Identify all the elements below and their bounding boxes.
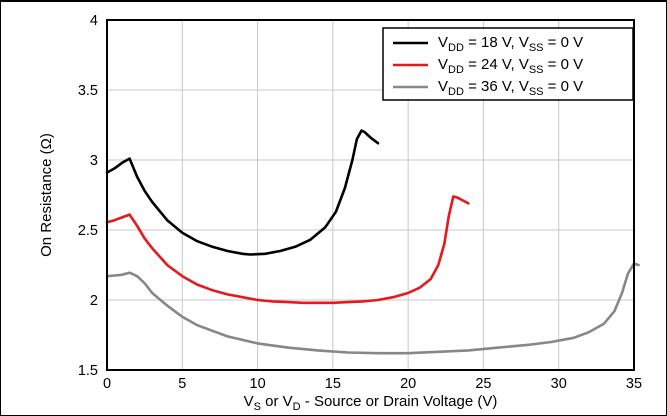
subscript: DD <box>448 64 464 76</box>
text-run: or V <box>261 393 293 410</box>
x-tick-label: 35 <box>626 376 642 392</box>
x-tick-label: 0 <box>103 376 111 392</box>
y-tick-label: 3 <box>90 153 98 169</box>
x-tick-label: 15 <box>325 376 341 392</box>
subscript: D <box>293 401 301 413</box>
x-tick-label: 10 <box>250 376 266 392</box>
x-tick-label: 30 <box>551 376 567 392</box>
y-tick-label: 2.5 <box>78 223 98 239</box>
series-line-3 <box>105 262 640 355</box>
x-tick-labels: 0 5 10 15 20 25 30 35 <box>103 376 642 392</box>
text-run: V <box>438 34 448 51</box>
legend-label-2: VDD = 24 V, VSS = 0 V <box>438 56 583 76</box>
legend-label-3: VDD = 36 V, VSS = 0 V <box>438 78 583 98</box>
subscript: SS <box>529 86 544 98</box>
series-line-2 <box>105 195 470 305</box>
y-tick-label: 1.5 <box>78 363 98 379</box>
series-line-1 <box>105 129 380 256</box>
text-run: = 36 V, V <box>464 78 529 95</box>
y-tick-label: 2 <box>90 293 98 309</box>
series-lines <box>105 129 640 355</box>
x-tick-label: 5 <box>178 376 186 392</box>
legend-label-1: VDD = 18 V, VSS = 0 V <box>438 34 583 54</box>
y-tick-label: 4 <box>90 13 98 29</box>
text-run: = 0 V <box>544 34 584 51</box>
x-tick-label: 25 <box>475 376 491 392</box>
plot-border <box>106 19 635 371</box>
text-run: = 24 V, V <box>464 56 529 73</box>
y-tick-label: 3.5 <box>78 83 98 99</box>
x-axis-label: VS or VD - Source or Drain Voltage (V) <box>244 393 498 413</box>
subscript: DD <box>448 86 464 98</box>
y-tick-labels: 1.5 2 2.5 3 3.5 4 <box>78 13 98 379</box>
text-run: V <box>244 393 254 410</box>
subscript: SS <box>529 42 544 54</box>
text-run: V <box>438 78 448 95</box>
text-run: = 0 V <box>544 78 584 95</box>
text-run: = 18 V, V <box>464 34 529 51</box>
text-run: - Source or Drain Voltage (V) <box>301 393 498 410</box>
subscript: S <box>254 401 261 413</box>
text-run: V <box>438 56 448 73</box>
x-tick-label: 20 <box>400 376 416 392</box>
subscript: SS <box>529 64 544 76</box>
y-axis-label: On Resistance (Ω) <box>38 133 55 257</box>
text-run: = 0 V <box>544 56 584 73</box>
subscript: DD <box>448 42 464 54</box>
